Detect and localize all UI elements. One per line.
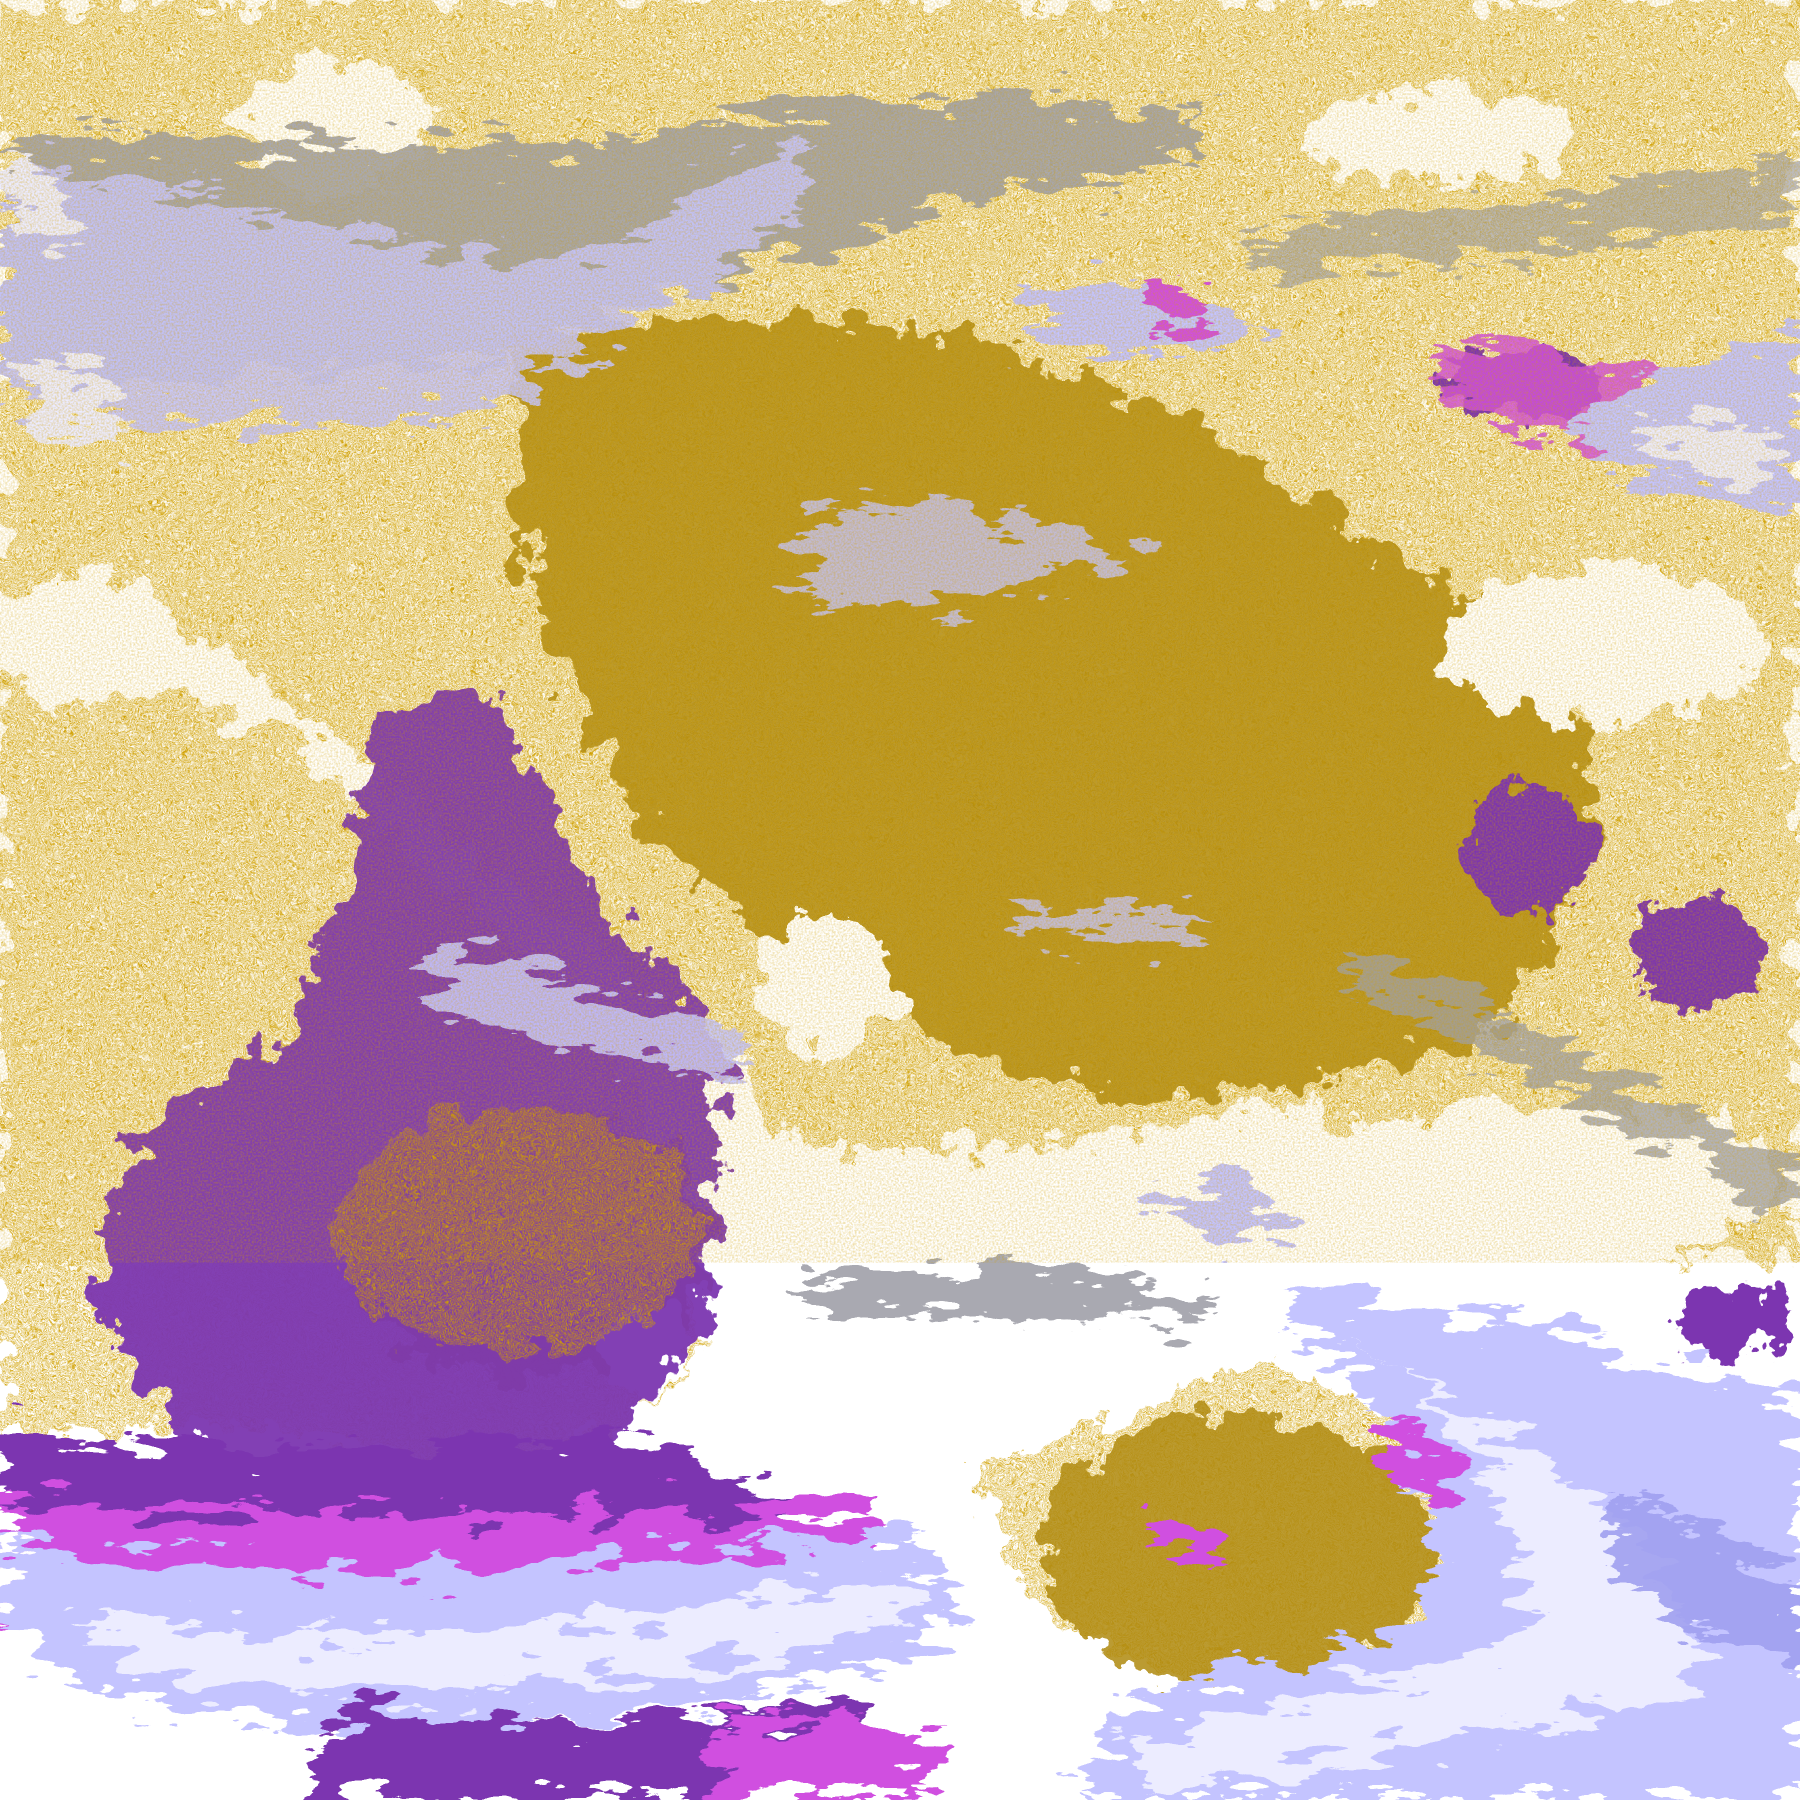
gold-region	[0, 0, 1800, 1263]
pale-region	[68, 1572, 919, 1692]
image-region	[688, 1297, 1148, 1458]
texture-overlay	[0, 0, 1800, 1263]
southern-storm-bands	[0, 1295, 1800, 1800]
image-region	[1676, 1285, 1791, 1355]
pale-region	[1125, 1354, 1699, 1791]
magenta-region	[1147, 1523, 1220, 1563]
gray-region	[803, 1269, 1206, 1321]
magenta-region	[711, 1717, 942, 1800]
magenta-region	[1377, 1433, 1460, 1504]
image-region	[1044, 1411, 1435, 1688]
peri-region	[1607, 1492, 1800, 1665]
